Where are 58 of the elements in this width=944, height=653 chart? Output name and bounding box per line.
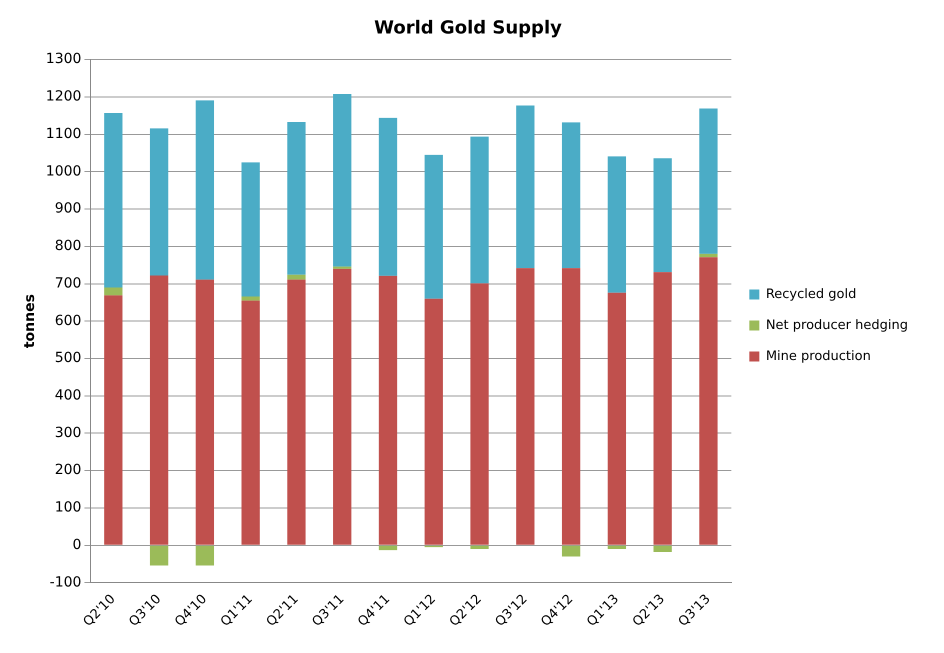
y-tick-label: 400 xyxy=(54,387,82,404)
legend-label: Mine production xyxy=(766,348,871,364)
bar xyxy=(150,128,168,276)
bar xyxy=(104,113,122,288)
legend-label: Net producer hedging xyxy=(766,318,908,333)
bar xyxy=(516,106,534,268)
bar xyxy=(562,546,580,557)
bar xyxy=(378,118,398,276)
bar xyxy=(150,276,168,545)
bar xyxy=(470,136,489,284)
bar xyxy=(333,94,352,267)
bar xyxy=(699,108,718,254)
bar xyxy=(608,292,626,545)
bar xyxy=(104,288,122,296)
bar xyxy=(196,100,214,280)
legend-label: Recycled gold xyxy=(766,286,856,302)
bar xyxy=(654,158,672,272)
bar xyxy=(654,546,672,552)
bar xyxy=(470,546,489,550)
y-tick-label: 1100 xyxy=(46,126,82,142)
chart-title: World Gold Supply xyxy=(374,17,562,38)
y-tick-label: 200 xyxy=(54,462,82,478)
y-tick-label: 300 xyxy=(54,424,82,441)
y-tick-label: 100 xyxy=(54,500,82,516)
bar xyxy=(516,268,534,545)
bar xyxy=(699,257,718,545)
bar xyxy=(242,162,260,296)
y-tick-label: 0 xyxy=(72,536,82,553)
bar xyxy=(424,298,443,545)
y-tick-label: 800 xyxy=(54,238,82,254)
bar xyxy=(196,546,214,566)
bar xyxy=(287,274,306,280)
bar xyxy=(150,546,168,566)
y-tick-label: 1300 xyxy=(46,51,82,68)
bar xyxy=(242,300,260,545)
bar xyxy=(287,122,306,275)
bar xyxy=(654,272,672,545)
bar xyxy=(104,295,122,545)
bar xyxy=(562,122,580,268)
bar xyxy=(470,283,489,545)
bar xyxy=(333,268,352,545)
bar xyxy=(287,280,306,545)
bar xyxy=(378,546,398,550)
y-tick-label: -100 xyxy=(50,574,82,590)
bar xyxy=(378,276,398,545)
bar xyxy=(196,280,214,545)
y-tick-label: 600 xyxy=(54,312,82,329)
y-tick-label: 1000 xyxy=(46,163,82,180)
y-tick-label: 900 xyxy=(54,200,82,217)
bar xyxy=(562,268,580,545)
bar xyxy=(608,156,626,293)
y-tick-label: 1200 xyxy=(46,88,82,105)
y-tick-label: 500 xyxy=(54,350,82,366)
y-axis-title: tonnes xyxy=(22,294,38,348)
bar xyxy=(424,154,443,299)
bar xyxy=(608,546,626,550)
bar xyxy=(242,296,260,301)
y-tick-label: 700 xyxy=(54,275,82,292)
